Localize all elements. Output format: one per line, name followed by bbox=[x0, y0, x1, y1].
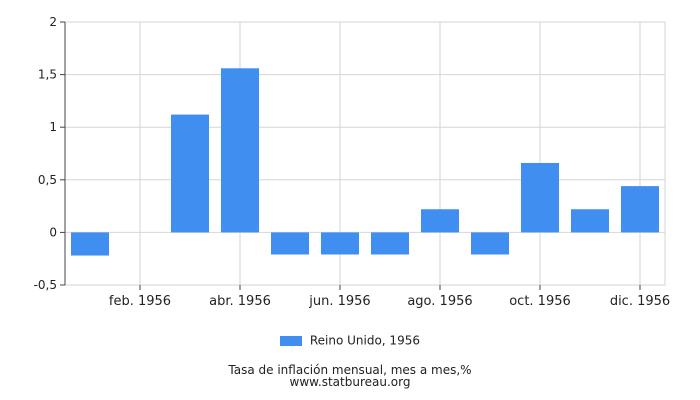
chart-subtitle: Tasa de inflación mensual, mes a mes,% bbox=[228, 363, 472, 377]
y-tick-label: 1,5 bbox=[38, 68, 57, 82]
bar bbox=[321, 232, 359, 255]
legend-swatch bbox=[280, 335, 303, 346]
x-tick-label: abr. 1956 bbox=[209, 294, 271, 309]
grid bbox=[65, 21, 665, 286]
bars bbox=[71, 68, 659, 256]
y-tick-label: 1 bbox=[49, 120, 57, 134]
axes: -0,5 0 0,5 1 1,5 2 feb. 1956 abr. 1956 jun. 1956… bbox=[34, 15, 671, 309]
bar bbox=[271, 232, 309, 255]
bar bbox=[171, 114, 209, 233]
x-tick-label: oct. 1956 bbox=[509, 294, 571, 309]
x-tick-label: jun. 1956 bbox=[308, 294, 370, 309]
y-tick-label: 2 bbox=[49, 15, 57, 29]
y-tick-label: 0 bbox=[49, 225, 57, 239]
x-tick-label: dic. 1956 bbox=[610, 294, 670, 309]
y-tick-label: -0,5 bbox=[34, 278, 57, 292]
y-tick-label: 0,5 bbox=[38, 173, 57, 187]
x-tick-label: ago. 1956 bbox=[407, 294, 472, 309]
bar bbox=[221, 68, 259, 233]
plot-area bbox=[64, 21, 666, 286]
bar bbox=[71, 232, 109, 256]
legend-label: Reino Unido, 1956 bbox=[309, 333, 420, 348]
x-tick-label: feb. 1956 bbox=[109, 294, 171, 309]
legend: Reino Unido, 1956 bbox=[0, 333, 700, 348]
bar bbox=[471, 232, 509, 255]
bar bbox=[571, 209, 609, 233]
bar bbox=[621, 186, 659, 233]
bar bbox=[371, 232, 409, 255]
bar bbox=[521, 162, 559, 233]
bar bbox=[421, 209, 459, 233]
source-label: www.statbureau.org bbox=[289, 375, 411, 389]
